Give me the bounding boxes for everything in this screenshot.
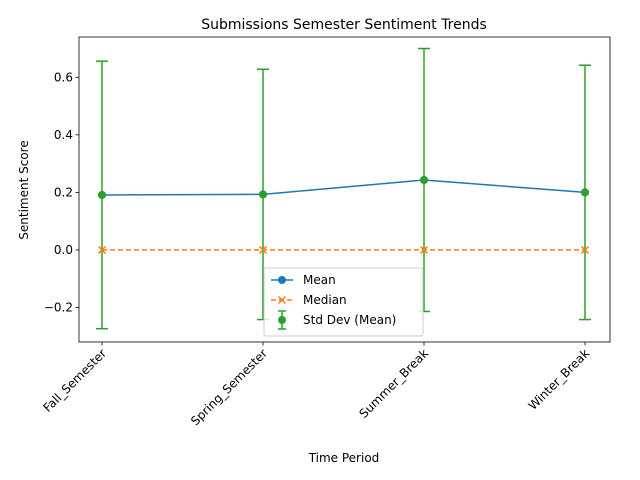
std-dev-point xyxy=(581,188,589,197)
x-tick-label: Summer_Break xyxy=(357,346,432,421)
legend-entry-mean: Mean xyxy=(271,273,336,287)
median-point xyxy=(258,245,268,254)
y-tick-label: 0.0 xyxy=(54,243,73,257)
legend-entry-std-dev: Std Dev (Mean) xyxy=(278,310,396,330)
std-dev-point xyxy=(259,190,267,199)
median-point xyxy=(580,245,590,254)
y-axis-label: Sentiment Score xyxy=(17,140,31,239)
legend-label-median: Median xyxy=(303,293,347,307)
y-tick-label: 0.4 xyxy=(54,128,73,142)
y-tick-label: 0.6 xyxy=(54,70,73,84)
y-axis: −0.2 0.0 0.2 0.4 0.6 xyxy=(44,70,79,314)
plot-area xyxy=(96,47,591,330)
mean-line xyxy=(101,179,586,196)
x-tick-label: Fall_Semester xyxy=(40,346,109,415)
std-dev-point xyxy=(98,190,106,199)
median-point xyxy=(419,245,429,254)
median-point xyxy=(97,245,107,254)
y-tick-label: 0.2 xyxy=(54,185,73,199)
x-axis-label: Time Period xyxy=(308,451,380,465)
legend-frame xyxy=(263,267,424,337)
x-axis: Fall_Semester Spring_Semester Summer_Break… xyxy=(40,342,592,428)
x-tick-label: Winter_Break xyxy=(526,346,593,413)
axes-frame xyxy=(78,36,611,343)
y-tick-label: −0.2 xyxy=(44,300,73,314)
chart-title: Submissions Semester Sentiment Trends xyxy=(201,17,487,33)
legend: Mean Median Std Dev (Mean) xyxy=(263,267,424,337)
legend-label-std-dev: Std Dev (Mean) xyxy=(303,313,396,327)
x-tick-label: Spring_Semester xyxy=(188,346,270,428)
std-dev-point xyxy=(420,176,428,185)
legend-entry-median: Median xyxy=(271,293,347,307)
legend-label-mean: Mean xyxy=(303,273,336,287)
